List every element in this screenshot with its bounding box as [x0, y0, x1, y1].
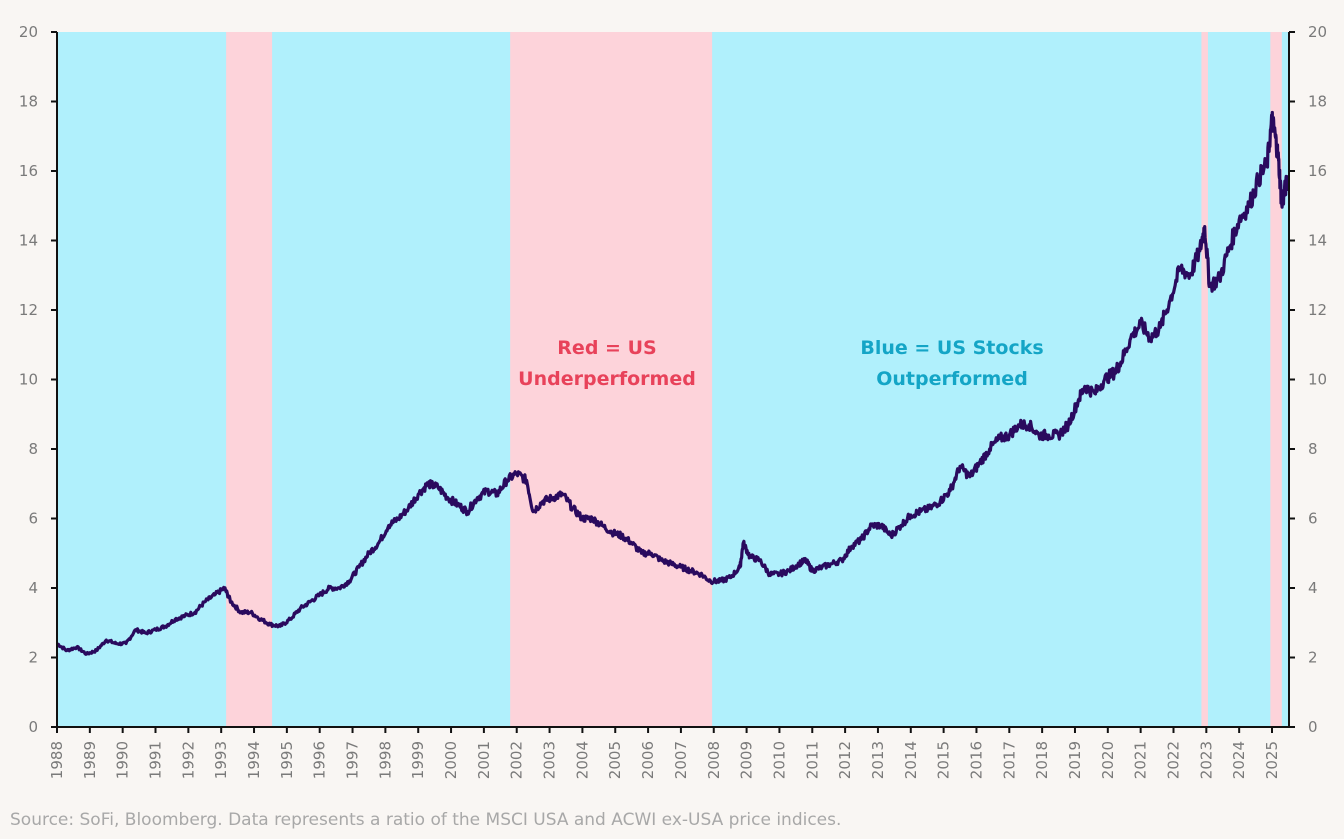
x-tick-label-2008: 2008: [705, 741, 723, 779]
x-tick-label-1989: 1989: [81, 741, 99, 779]
source-note: Source: SoFi, Bloomberg. Data represents…: [10, 810, 842, 830]
x-tick-label-1993: 1993: [212, 741, 230, 779]
y-tick-label-right-2: 2: [1308, 649, 1318, 667]
x-tick-label-2001: 2001: [475, 741, 493, 779]
x-tick-label-1998: 1998: [376, 741, 394, 779]
x-tick-label-2009: 2009: [738, 741, 756, 779]
y-tick-label-right-14: 14: [1308, 232, 1327, 250]
ratio-line-group: [56, 110, 1290, 656]
x-tick-label-1999: 1999: [409, 741, 427, 779]
y-tick-label-right-0: 0: [1308, 718, 1318, 736]
period-bands: [57, 32, 1289, 727]
x-tick-label-2021: 2021: [1132, 741, 1150, 779]
x-tick-label-2018: 2018: [1033, 741, 1051, 779]
x-tick-label-1990: 1990: [114, 741, 132, 779]
y-tick-label-right-16: 16: [1308, 162, 1327, 180]
x-tick-label-1997: 1997: [344, 741, 362, 779]
y-tick-label-left-20: 20: [19, 23, 38, 41]
y-tick-label-right-6: 6: [1308, 510, 1318, 528]
annotation-blue-line2: Outperformed: [876, 368, 1028, 390]
y-tick-label-right-20: 20: [1308, 23, 1327, 41]
x-tick-label-2007: 2007: [672, 741, 690, 779]
y-tick-label-right-10: 10: [1308, 371, 1327, 389]
x-tick-label-2004: 2004: [573, 741, 591, 779]
underperform-band-2: [1201, 32, 1208, 727]
x-tick-label-2014: 2014: [902, 741, 920, 779]
x-tick-label-2010: 2010: [770, 741, 788, 779]
x-tick-label-2006: 2006: [639, 741, 657, 779]
y-tick-label-left-4: 4: [28, 579, 38, 597]
x-tick-label-2019: 2019: [1066, 741, 1084, 779]
x-tick-label-2012: 2012: [836, 741, 854, 779]
x-tick-label-2015: 2015: [935, 741, 953, 779]
x-tick-label-1995: 1995: [278, 741, 296, 779]
x-tick-label-2005: 2005: [606, 741, 624, 779]
x-tick-label-1992: 1992: [179, 741, 197, 779]
annotation-blue-line1: Blue = US Stocks: [860, 337, 1043, 359]
x-tick-label-2025: 2025: [1263, 741, 1281, 779]
y-tick-label-left-12: 12: [19, 301, 38, 319]
x-tick-label-2020: 2020: [1099, 741, 1117, 779]
x-tick-label-2017: 2017: [1000, 741, 1018, 779]
x-tick-label-1996: 1996: [311, 741, 329, 779]
x-tick-label-1991: 1991: [147, 741, 165, 779]
y-tick-label-left-6: 6: [28, 510, 38, 528]
y-tick-label-left-2: 2: [28, 649, 38, 667]
x-tick-label-2000: 2000: [442, 741, 460, 779]
y-tick-label-right-12: 12: [1308, 301, 1327, 319]
x-tick-label-2016: 2016: [967, 741, 985, 779]
ratio-line: [56, 110, 1290, 656]
x-tick-label-2003: 2003: [541, 741, 559, 779]
y-tick-label-right-18: 18: [1308, 93, 1327, 111]
y-tick-label-left-14: 14: [19, 232, 38, 250]
y-tick-label-right-8: 8: [1308, 440, 1318, 458]
x-tick-label-2022: 2022: [1164, 741, 1182, 779]
y-tick-label-right-4: 4: [1308, 579, 1318, 597]
x-tick-label-2002: 2002: [508, 741, 526, 779]
x-tick-label-1994: 1994: [245, 741, 263, 779]
x-tick-label-2024: 2024: [1230, 741, 1248, 779]
y-tick-label-left-0: 0: [28, 718, 38, 736]
annotation-red-line1: Red = US: [557, 337, 656, 359]
underperform-band-3: [1270, 32, 1282, 727]
annotation-red-line2: Underperformed: [518, 368, 696, 390]
underperform-band-1: [510, 32, 713, 727]
x-tick-label-2013: 2013: [869, 741, 887, 779]
x-tick-label-2011: 2011: [803, 741, 821, 779]
y-tick-label-left-10: 10: [19, 371, 38, 389]
y-tick-label-left-8: 8: [28, 440, 38, 458]
y-tick-label-left-18: 18: [19, 93, 38, 111]
y-tick-label-left-16: 16: [19, 162, 38, 180]
x-tick-label-1988: 1988: [48, 741, 66, 779]
x-tick-label-2023: 2023: [1197, 741, 1215, 779]
